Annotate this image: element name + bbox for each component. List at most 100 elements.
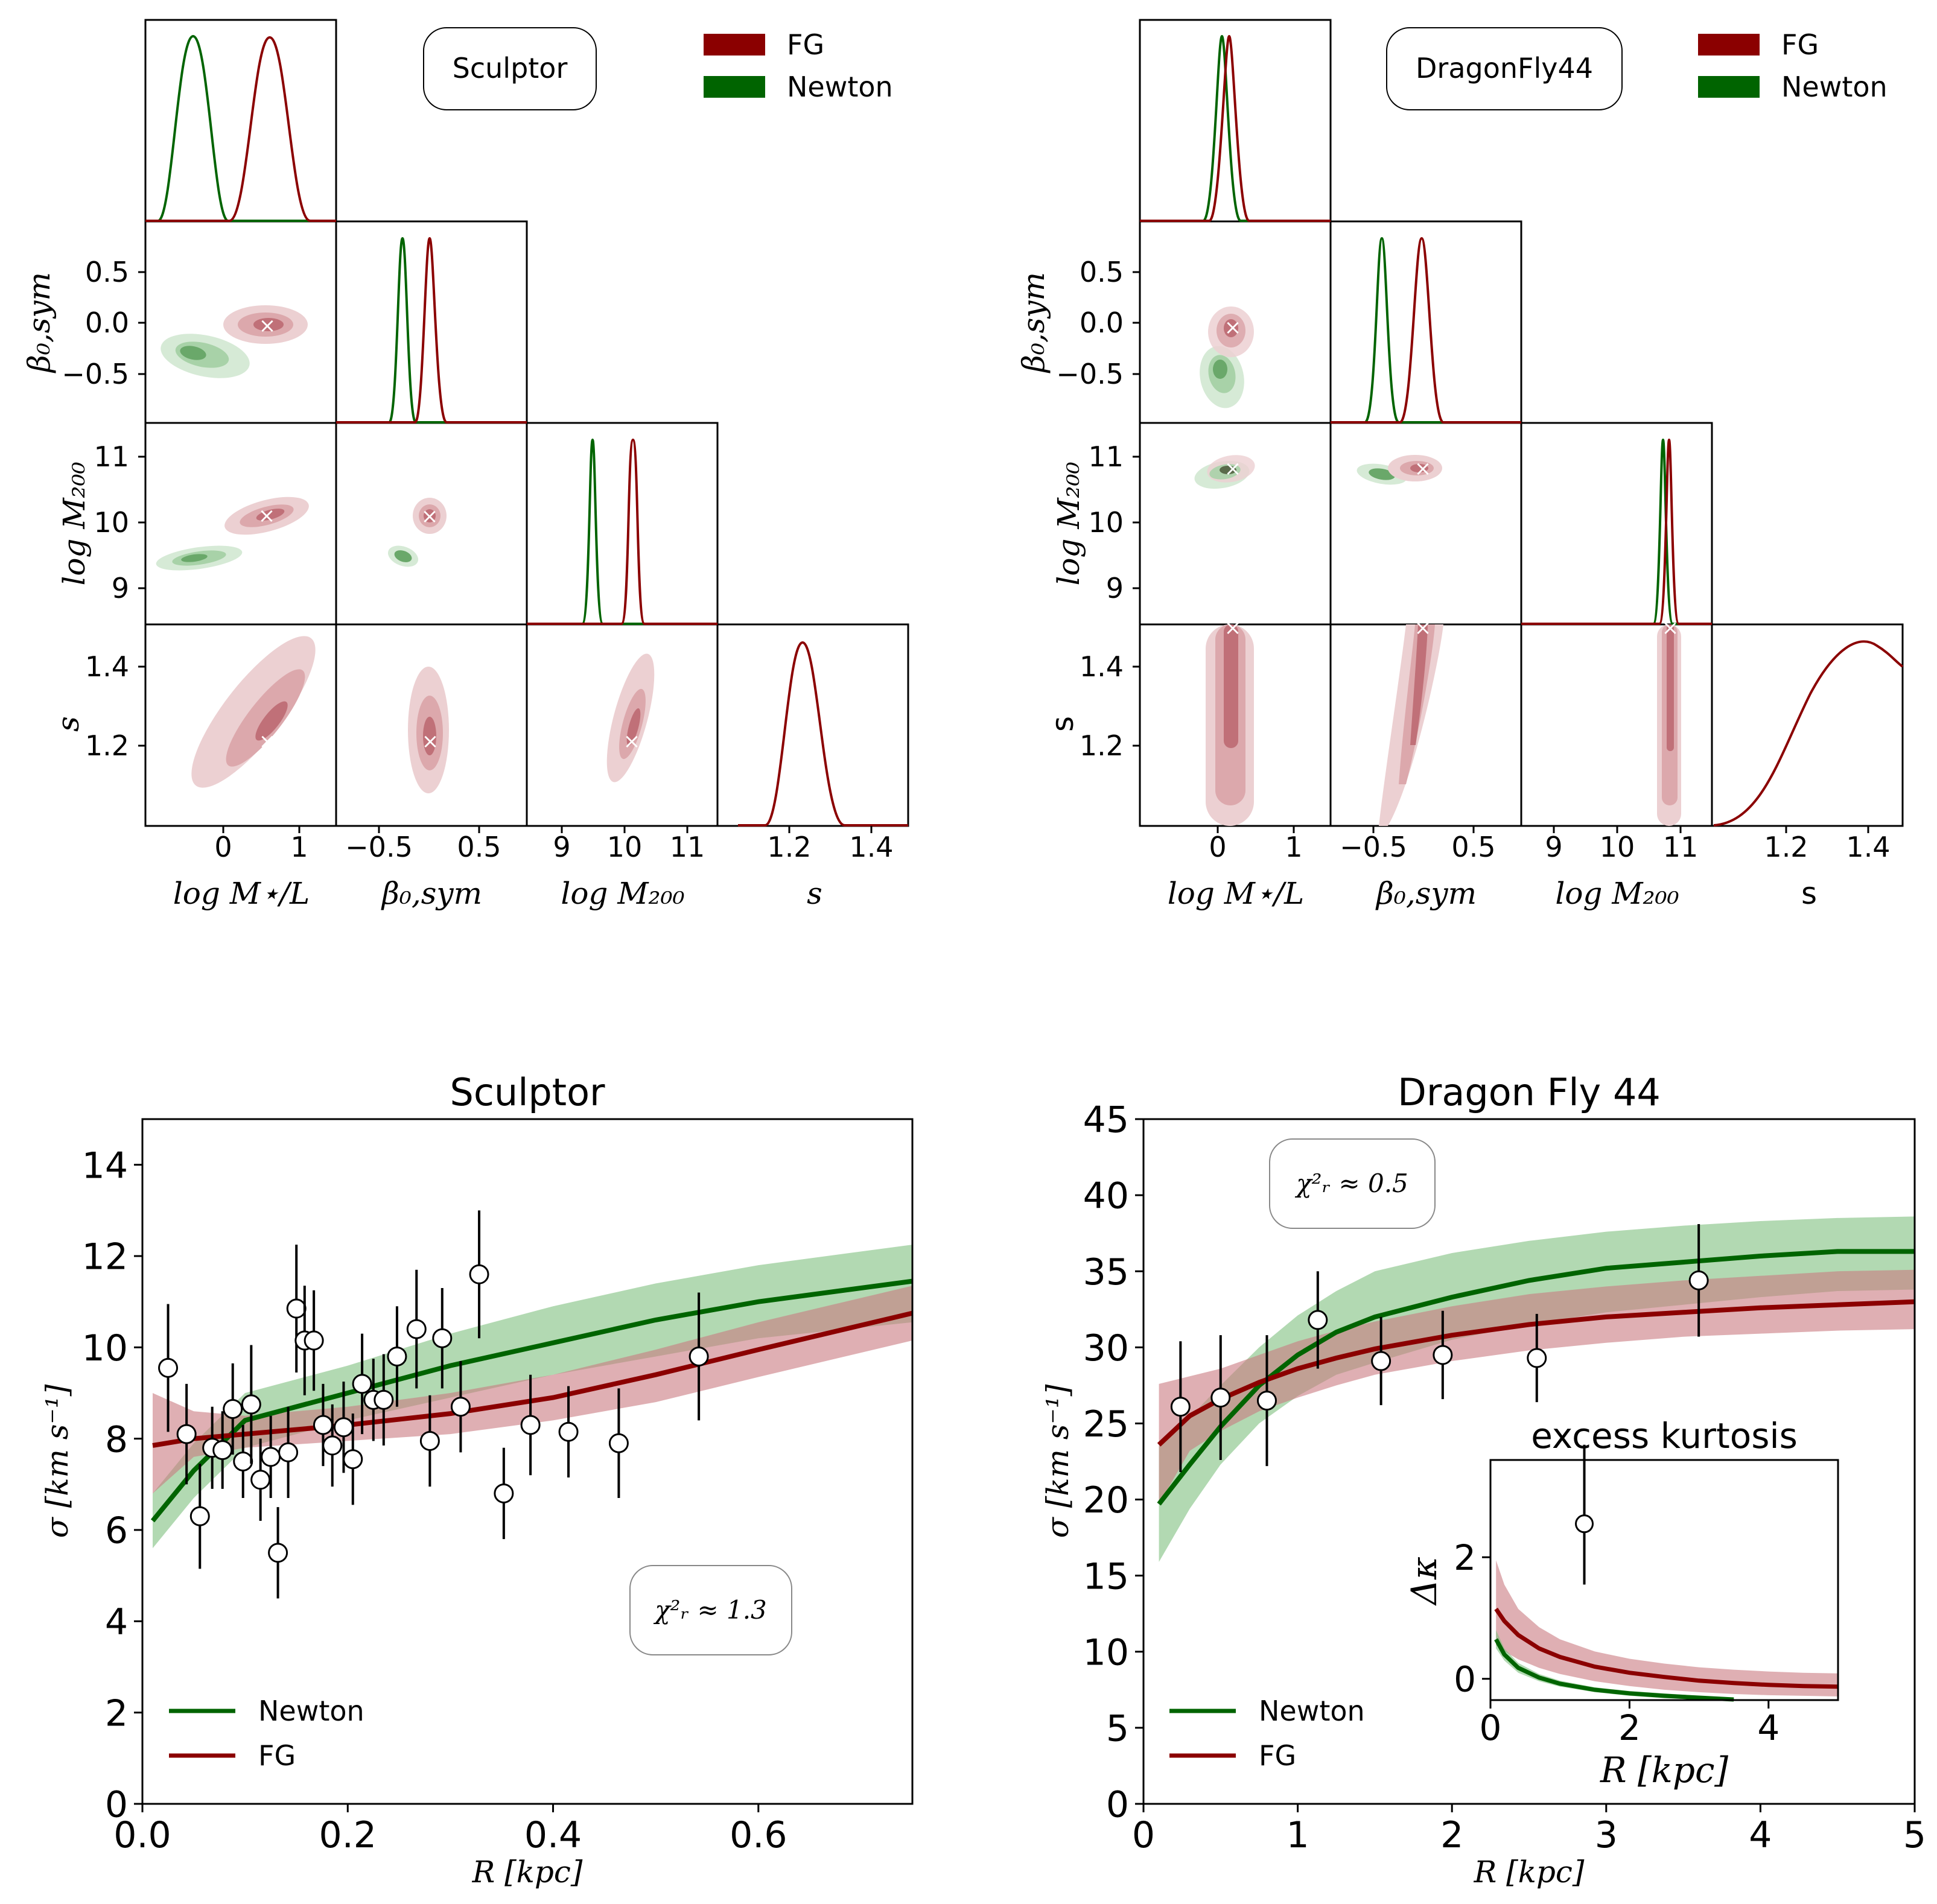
best-fit-marker: ×	[1224, 616, 1242, 640]
x-tick-label: 4	[1749, 1814, 1772, 1856]
y-tick-label: 20	[1083, 1479, 1129, 1522]
chi2-label: χ²ᵣ ≈ 1.3	[653, 1595, 767, 1625]
y-tick-label: 2	[105, 1692, 128, 1734]
data-point	[176, 1424, 197, 1444]
x-tick-label: 2	[1440, 1814, 1463, 1856]
data-point	[558, 1421, 579, 1442]
data-point	[494, 1483, 514, 1503]
tick-s-1.2: 1.2	[1080, 729, 1124, 762]
data-point	[406, 1319, 427, 1339]
tick-beta-neg0.5: −0.5	[1056, 358, 1124, 390]
y-tick-label: 10	[1083, 1631, 1129, 1674]
fg-contour-inner	[626, 708, 641, 746]
panel-logm200-vs-beta	[1329, 422, 1522, 626]
corner-ticks	[138, 271, 873, 833]
ylabel-beta: β₀,sym	[1016, 272, 1051, 373]
xlabel-logml: log M⋆/L	[1168, 876, 1305, 911]
legend-fg-label: FG	[1781, 28, 1819, 61]
fg-s-marginal	[738, 641, 908, 827]
ylabel-logm200: log M₂₀₀	[1051, 462, 1086, 585]
tick-logml-1: 1	[1285, 831, 1302, 863]
ylabel-s: s	[51, 716, 86, 732]
tick-s-1.2: 1.2	[85, 729, 129, 762]
y-axis-label: σ [km s⁻¹]	[1040, 1384, 1075, 1538]
panel-s-vs-logm200	[1520, 623, 1713, 827]
data-points	[1170, 1224, 1709, 1473]
data-point	[1170, 1397, 1191, 1417]
fg-contour-inner	[255, 701, 288, 741]
legend-fg-label: FG	[258, 1739, 296, 1772]
best-fit-marker: ×	[1414, 457, 1432, 481]
fg-beta-marginal	[1331, 236, 1521, 424]
tick-logm200-9: 9	[1106, 572, 1124, 605]
inset-x-axis-label: R [kpc]	[1600, 1750, 1728, 1791]
y-tick-label: 5	[1106, 1707, 1129, 1750]
legend-newton-label: Newton	[1259, 1695, 1365, 1727]
fg-logml-marginal	[1140, 34, 1331, 222]
y-tick-label: 0	[1106, 1784, 1129, 1826]
overlap-contour-inner	[1220, 466, 1236, 474]
inset-frame	[1489, 1459, 1839, 1701]
data-point	[1688, 1270, 1709, 1290]
legend-newton-swatch	[1698, 76, 1760, 98]
tick-beta-x-neg0.5: −0.5	[1340, 831, 1407, 863]
data-point	[241, 1394, 261, 1415]
fg-contour-inner	[256, 509, 285, 521]
bands	[153, 1245, 912, 1549]
y-tick-label: 8	[105, 1418, 128, 1461]
newton-contour-inner	[180, 346, 206, 360]
tick-logm200-x-11: 11	[670, 831, 705, 863]
fg-beta-marginal	[336, 236, 527, 424]
x-tick-label: 0	[1480, 1707, 1502, 1748]
x-tick-label: 5	[1903, 1814, 1926, 1856]
y-tick-label: 25	[1083, 1403, 1129, 1445]
tick-logm200-x-10: 10	[607, 831, 643, 863]
fg-contour-inner	[423, 717, 436, 755]
data-point	[333, 1417, 354, 1438]
y-tick-label: 10	[82, 1327, 128, 1369]
panel-s-marginal	[716, 623, 909, 827]
xlabel-beta: β₀,sym	[1375, 876, 1477, 911]
data-point	[1256, 1391, 1277, 1411]
fg-contour-inner	[1410, 624, 1428, 745]
ylabel-s: s	[1045, 716, 1080, 732]
fg-contour-inner	[1224, 319, 1238, 337]
corner-plot-dragonfly44: × × × × × ×	[1016, 19, 1904, 911]
data-point	[268, 1543, 288, 1563]
legend-fg-label: FG	[787, 28, 824, 61]
y-tick-label: 14	[82, 1144, 128, 1187]
panel-logm200-marginal	[1520, 422, 1713, 626]
inset-y-ticks: 02	[1454, 1537, 1490, 1700]
data-point	[223, 1398, 243, 1419]
fg-logm200-marginal	[1521, 438, 1712, 625]
data-point	[352, 1374, 372, 1394]
x-ticks: 0 1 2 3 4 5	[1132, 1804, 1926, 1856]
inset-points	[1575, 1444, 1594, 1585]
data-point	[469, 1264, 489, 1284]
xlabel-logm200: log M₂₀₀	[1555, 876, 1679, 911]
best-fit-marker: ×	[259, 314, 276, 338]
tick-beta-x-0.5: 0.5	[457, 831, 501, 863]
ylabel-logm200: log M₂₀₀	[57, 462, 92, 585]
xlabel-s: s	[1801, 876, 1817, 911]
data-point	[343, 1449, 363, 1470]
best-fit-marker: ×	[421, 504, 439, 528]
x-tick-label: 0.2	[319, 1814, 377, 1856]
xlabel-logml: log M⋆/L	[173, 876, 310, 911]
newton-logm200-marginal	[527, 438, 717, 625]
legend-fg-swatch	[704, 34, 765, 56]
x-tick-label: 4	[1757, 1707, 1780, 1748]
xlabel-s: s	[807, 876, 822, 911]
data-point	[432, 1328, 453, 1348]
data-point	[1371, 1351, 1392, 1371]
galaxy-label: Sculptor	[453, 52, 568, 84]
newton-logml-marginal	[1140, 34, 1331, 222]
data-points	[158, 1210, 709, 1599]
inset-y-axis-label: Δκ	[1404, 1557, 1445, 1606]
data-point	[387, 1346, 407, 1366]
corner-plot-sculptor: × × × × × ×	[22, 19, 909, 911]
tick-s-x-1.2: 1.2	[1764, 831, 1808, 863]
inset-x-ticks: 0 2 4	[1480, 1700, 1780, 1748]
data-point	[261, 1447, 281, 1467]
xlabel-beta: β₀,sym	[381, 876, 482, 911]
